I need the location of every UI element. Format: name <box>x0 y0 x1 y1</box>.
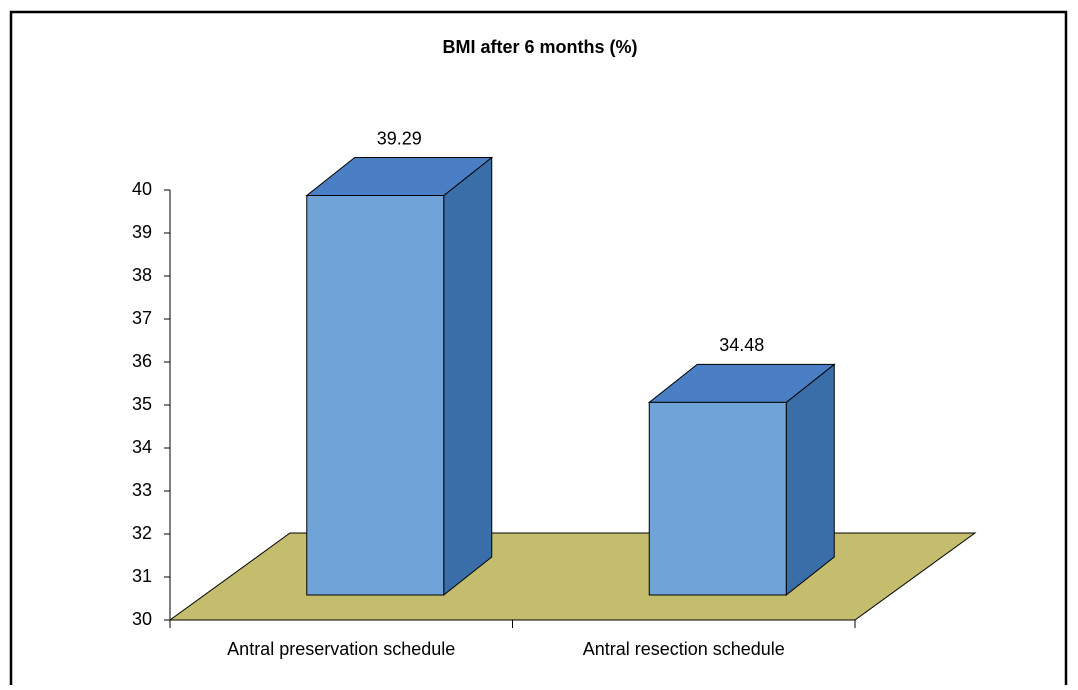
y-tick-label: 40 <box>132 179 152 199</box>
value-label: 34.48 <box>719 335 764 355</box>
y-tick-label: 37 <box>132 308 152 328</box>
bar-front <box>648 401 787 596</box>
value-label: 39.29 <box>377 128 422 148</box>
bar-front <box>306 195 445 596</box>
y-tick-label: 35 <box>132 394 152 414</box>
y-tick-label: 32 <box>132 523 152 543</box>
y-tick-label: 30 <box>132 609 152 629</box>
y-tick-label: 34 <box>132 437 152 457</box>
x-tick-label: Antral resection schedule <box>583 639 785 659</box>
floor <box>168 532 977 621</box>
bar-side <box>785 363 835 597</box>
y-tick-label: 36 <box>132 351 152 371</box>
y-tick-label: 38 <box>132 265 152 285</box>
y-tick-label: 31 <box>132 566 152 586</box>
x-tick-label: Antral preservation schedule <box>227 639 455 659</box>
bar-side <box>443 156 493 597</box>
bar <box>305 156 494 597</box>
y-tick-label: 33 <box>132 480 152 500</box>
y-tick-label: 39 <box>132 222 152 242</box>
chart-title: BMI after 6 months (%) <box>442 37 637 57</box>
bar <box>647 363 836 597</box>
